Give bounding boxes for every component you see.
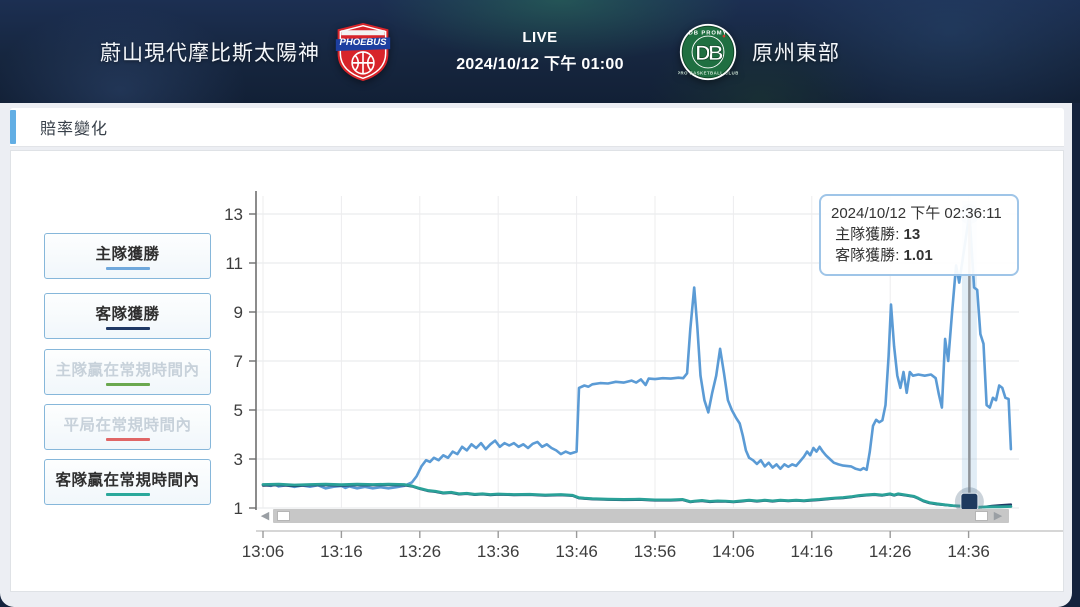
away-logo-top-text: DB PROMY [689,30,728,36]
tooltip-datetime: 2024/10/12 下午 02:36:11 [831,205,1002,222]
scrollbar-right-arrow[interactable]: ▶ [993,510,1003,522]
x-tick-label: 13:06 [242,542,285,561]
x-tick-label: 14:06 [712,542,755,561]
x-tick-label: 13:56 [634,542,677,561]
away-logo-monogram: DB [695,39,723,64]
y-tick-label: 3 [234,450,243,469]
y-tick-label: 13 [224,205,243,224]
title-accent-bar [10,110,16,144]
y-tick-label: 1 [234,499,243,518]
page-title: 賠率變化 [40,121,109,138]
legend-series-color [105,493,150,496]
tooltip-row-home: 主隊獲勝: 13 [835,226,921,243]
odds-tooltip: 2024/10/12 下午 02:36:11 主隊獲勝: 13 客隊獲勝: 1.… [819,194,1019,276]
legend-button-0[interactable]: 主隊獲勝 [44,233,211,279]
match-datetime: 2024/10/12 下午 01:00 [456,56,624,73]
x-tick-label: 13:16 [320,542,363,561]
legend-button-1[interactable]: 客隊獲勝 [44,293,211,339]
scrollbar-track[interactable] [273,509,1009,523]
x-tick-label: 13:36 [477,542,520,561]
away-logo-bottom-text: PRO BASKETBALL CLUB [678,70,738,75]
match-header: 蔚山現代摩比斯太陽神 PHOEBUS LIVE 2024/10/12 下午 01… [0,0,1080,103]
legend-label: 主隊獲勝 [95,246,160,263]
home-team-block: 蔚山現代摩比斯太陽神 PHOEBUS [100,0,392,103]
live-badge: LIVE [522,29,558,46]
legend-series-color [105,267,150,270]
legend-label: 平局在常規時間內 [63,417,192,434]
section-title-bar: 賠率變化 [10,108,1064,147]
legend-button-3[interactable]: 平局在常規時間內 [44,404,211,450]
scrollbar-left-thumb[interactable] [277,511,290,521]
home-logo-wordmark: PHOEBUS [340,37,388,48]
tooltip-row-away: 客隊獲勝: 1.01 [835,247,933,264]
legend-series-color [105,438,150,441]
home-team-name: 蔚山現代摩比斯太陽神 [100,41,320,65]
legend-button-2[interactable]: 主隊贏在常規時間內 [44,349,211,395]
content-frame: 賠率變化 主隊獲勝 客隊獲勝 主隊贏在常規時間內 平局在常規時間內 客隊贏在常規時間內 … [0,103,1072,607]
crosshair-handle[interactable] [960,492,979,511]
series-line [261,212,1013,490]
y-tick-label: 7 [234,352,243,371]
legend-label: 主隊贏在常規時間內 [55,362,200,379]
x-tick-label: 14:16 [791,542,834,561]
legend-label: 客隊獲勝 [95,306,160,323]
x-tick-label: 14:36 [947,542,990,561]
x-tick-label: 13:26 [399,542,442,561]
legend-series-color [105,327,150,330]
legend-series-color [105,383,150,386]
away-team-logo: DB PROMY PRO BASKETBALL CLUB DB [678,23,738,80]
series-line [261,482,1013,509]
y-tick-label: 5 [234,401,243,420]
away-team-block: DB PROMY PRO BASKETBALL CLUB DB 原州東部 [678,0,840,103]
scrollbar-right-thumb[interactable] [975,511,988,521]
legend-button-4[interactable]: 客隊贏在常規時間內 [44,459,211,505]
x-tick-label: 13:46 [555,542,598,561]
home-team-logo: PHOEBUS [335,22,391,81]
away-team-name: 原州東部 [752,41,840,65]
y-tick-label: 11 [225,254,243,273]
legend-label: 客隊贏在常規時間內 [55,472,200,489]
y-tick-label: 9 [234,303,243,322]
scrollbar-left-arrow[interactable]: ◀ [260,510,270,522]
x-tick-label: 14:26 [869,542,912,561]
